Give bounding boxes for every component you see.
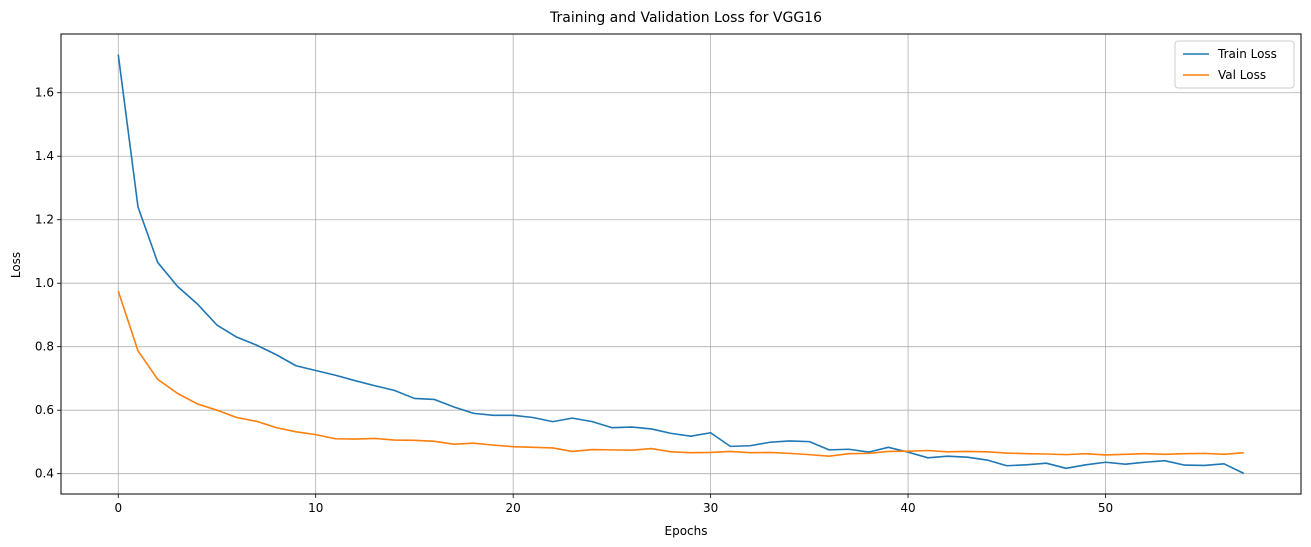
y-tick-label: 0.6 [35,403,54,417]
x-tick-label: 50 [1098,501,1113,515]
legend-box [1174,40,1295,89]
chart-title: Training and Validation Loss for VGG16 [549,10,822,26]
y-tick-label: 1.6 [35,86,54,100]
series-line-val-loss [117,290,1244,458]
x-tick-label: 0 [114,501,122,515]
legend-label: Val Loss [1218,68,1266,82]
legend: Train Loss Val Loss [1174,40,1295,89]
series-lines [117,54,1245,475]
y-tick-label: 1.0 [35,276,54,290]
y-tick-label: 1.2 [35,213,54,227]
y-axis-ticks: 0.4 0.6 0.8 1.0 1.2 1.4 1.6 [35,86,61,481]
plot-frame [60,33,1302,495]
y-axis-label: Loss [9,252,23,278]
x-tick-label: 30 [703,501,718,515]
series-line-train-loss [117,54,1245,475]
y-tick-label: 0.8 [35,340,54,354]
x-tick-label: 20 [506,501,521,515]
x-axis-ticks: 0 10 20 30 40 50 [114,494,1113,515]
y-tick-label: 0.4 [35,467,54,481]
x-axis-label: Epochs [665,524,708,538]
x-tick-label: 10 [308,501,323,515]
legend-label: Train Loss [1217,47,1277,61]
y-tick-label: 1.4 [35,149,54,163]
grid-lines [61,34,1301,494]
x-tick-label: 40 [900,501,915,515]
